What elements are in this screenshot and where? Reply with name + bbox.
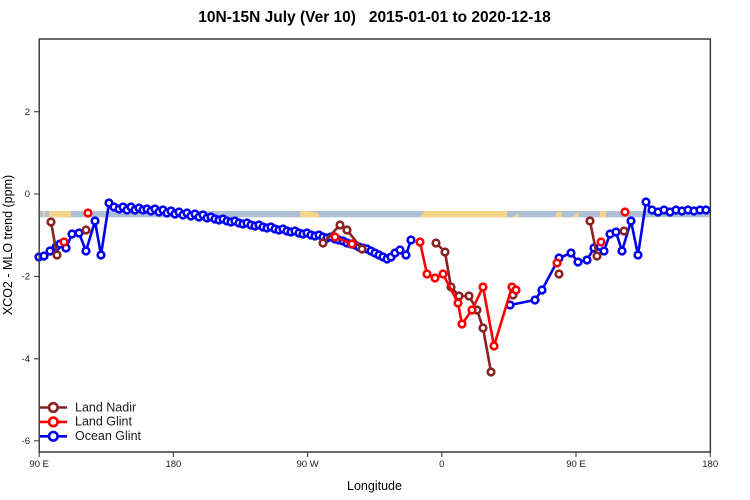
svg-text:2: 2 (25, 107, 30, 118)
svg-text:0: 0 (25, 189, 30, 200)
svg-text:90 E: 90 E (566, 459, 586, 470)
svg-text:Ocean Glint: Ocean Glint (75, 429, 142, 443)
svg-text:0: 0 (439, 459, 444, 470)
svg-text:90 W: 90 W (297, 459, 319, 470)
svg-text:-6: -6 (22, 436, 30, 447)
svg-text:-4: -4 (22, 354, 30, 365)
svg-text:90 E: 90 E (29, 459, 49, 470)
svg-text:-2: -2 (22, 272, 30, 283)
svg-text:XCO2 - MLO trend (ppm): XCO2 - MLO trend (ppm) (1, 175, 15, 315)
svg-text:180: 180 (165, 459, 181, 470)
svg-text:Land Glint: Land Glint (75, 415, 133, 429)
svg-text:Longitude: Longitude (347, 479, 402, 493)
svg-text:Land Nadir: Land Nadir (75, 400, 136, 414)
svg-text:10N-15N July (Ver 10) 2015-0: 10N-15N July (Ver 10) 2015-01-01 to 2020… (198, 9, 551, 26)
svg-text:180: 180 (702, 459, 718, 470)
